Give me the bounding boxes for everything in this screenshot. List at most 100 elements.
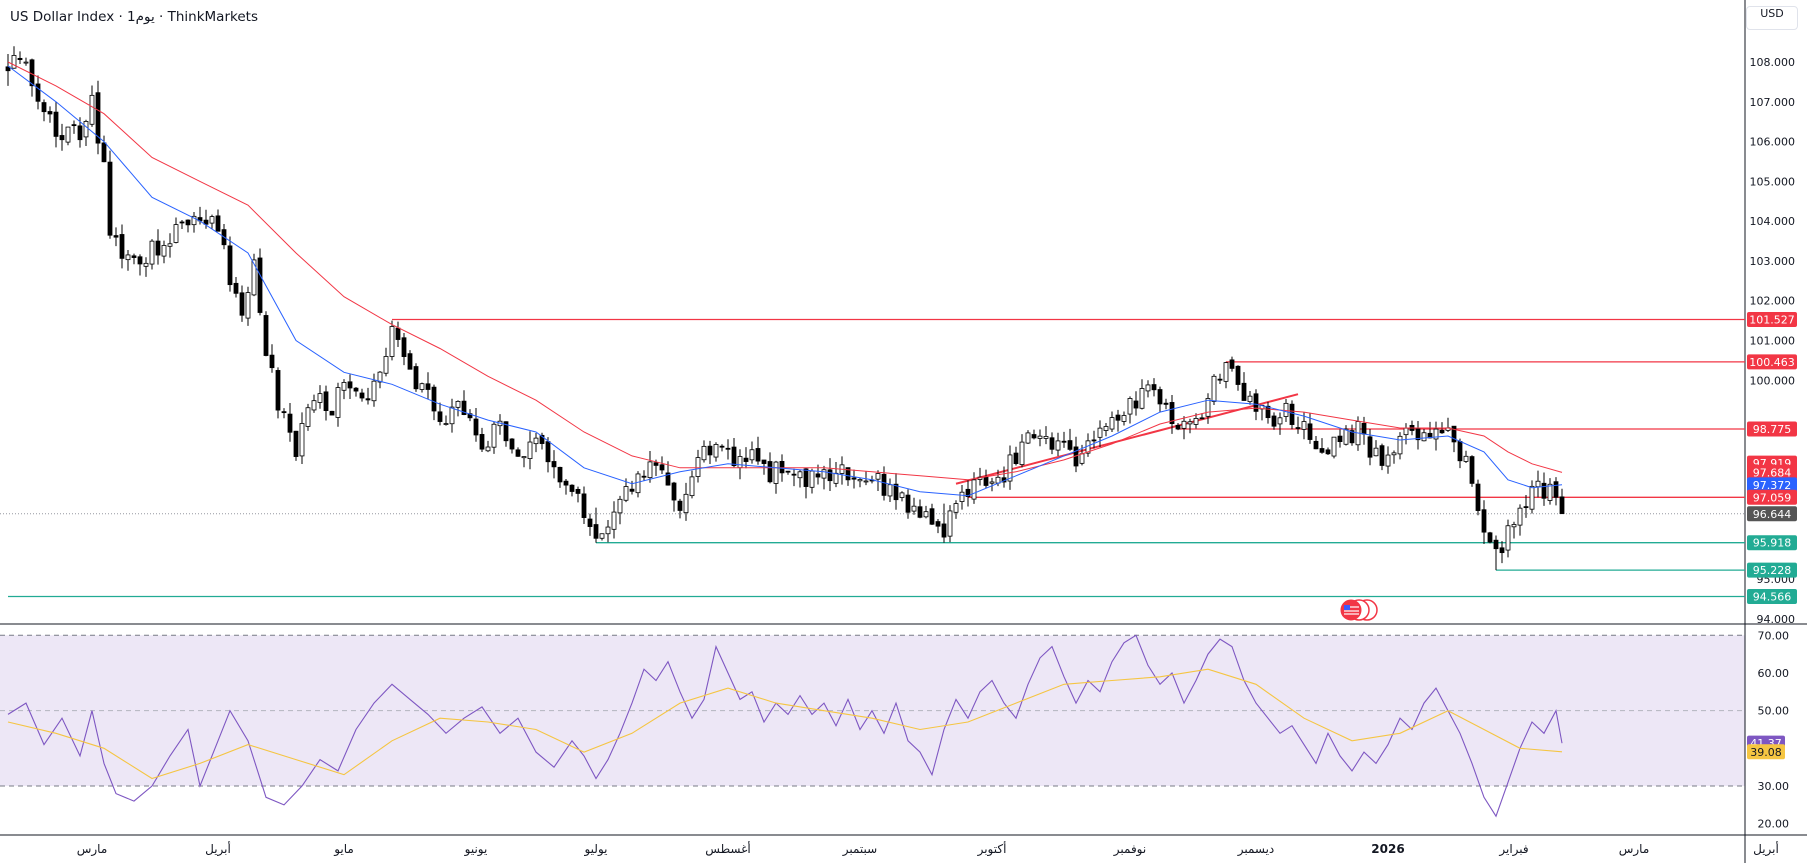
- event-flag-icon[interactable]: [1340, 599, 1378, 621]
- candle[interactable]: [113, 227, 119, 247]
- candle[interactable]: [281, 408, 287, 419]
- candle[interactable]: [1517, 504, 1523, 536]
- candle[interactable]: [659, 456, 665, 474]
- candle[interactable]: [5, 54, 11, 86]
- candle[interactable]: [575, 486, 581, 503]
- candle[interactable]: [1025, 430, 1031, 445]
- candle[interactable]: [611, 501, 617, 539]
- candle[interactable]: [275, 367, 281, 419]
- candle[interactable]: [461, 390, 467, 416]
- candle[interactable]: [503, 421, 509, 447]
- candle[interactable]: [155, 229, 161, 265]
- candle[interactable]: [71, 120, 77, 134]
- candle[interactable]: [35, 75, 41, 110]
- candle[interactable]: [1013, 446, 1019, 466]
- candle[interactable]: [83, 119, 89, 146]
- candle[interactable]: [899, 491, 905, 502]
- candle[interactable]: [1055, 432, 1061, 457]
- candle[interactable]: [989, 477, 995, 492]
- candle[interactable]: [1547, 478, 1553, 505]
- candle[interactable]: [125, 249, 131, 271]
- candle[interactable]: [23, 57, 29, 66]
- candle[interactable]: [671, 481, 677, 512]
- candle[interactable]: [1049, 432, 1055, 455]
- candle[interactable]: [1169, 395, 1175, 434]
- candle[interactable]: [1145, 380, 1151, 398]
- candle[interactable]: [167, 233, 173, 258]
- candle[interactable]: [185, 219, 191, 233]
- candle[interactable]: [95, 80, 101, 155]
- candle[interactable]: [1229, 356, 1235, 372]
- candle[interactable]: [929, 503, 935, 526]
- candle[interactable]: [1559, 488, 1565, 515]
- candle[interactable]: [389, 320, 395, 361]
- candle[interactable]: [749, 441, 755, 464]
- candle[interactable]: [1061, 431, 1067, 448]
- candle[interactable]: [881, 466, 887, 501]
- candle[interactable]: [755, 436, 761, 465]
- candle[interactable]: [917, 499, 923, 519]
- candle[interactable]: [1223, 361, 1229, 389]
- candle[interactable]: [569, 484, 575, 497]
- candle[interactable]: [539, 432, 545, 450]
- candle[interactable]: [527, 431, 533, 470]
- candle[interactable]: [635, 471, 641, 498]
- candle[interactable]: [599, 533, 605, 541]
- candle[interactable]: [1175, 422, 1181, 431]
- candle[interactable]: [341, 379, 347, 400]
- candle[interactable]: [317, 385, 323, 409]
- candle[interactable]: [413, 363, 419, 392]
- candle[interactable]: [359, 388, 365, 402]
- candle[interactable]: [143, 257, 149, 277]
- candle[interactable]: [875, 470, 881, 491]
- candle[interactable]: [1097, 420, 1103, 448]
- candle[interactable]: [707, 440, 713, 464]
- candle[interactable]: [1205, 393, 1211, 424]
- candle[interactable]: [1163, 398, 1169, 410]
- candle[interactable]: [65, 126, 71, 146]
- candle[interactable]: [545, 437, 551, 473]
- symbol-title[interactable]: US Dollar Index · 1يوم · ThinkMarkets: [8, 8, 260, 26]
- candle[interactable]: [827, 458, 833, 491]
- candle[interactable]: [1211, 374, 1217, 406]
- candle[interactable]: [1151, 378, 1157, 397]
- candle[interactable]: [533, 433, 539, 453]
- candle[interactable]: [1007, 445, 1013, 490]
- candle[interactable]: [701, 440, 707, 463]
- candle[interactable]: [1289, 400, 1295, 430]
- candle[interactable]: [1337, 429, 1343, 448]
- candle[interactable]: [797, 469, 803, 488]
- candle[interactable]: [1541, 472, 1547, 506]
- candle[interactable]: [1091, 430, 1097, 449]
- candle[interactable]: [137, 254, 143, 276]
- candle[interactable]: [647, 450, 653, 483]
- candle[interactable]: [443, 415, 449, 426]
- candle[interactable]: [857, 478, 863, 488]
- candle[interactable]: [233, 277, 239, 298]
- candle[interactable]: [491, 421, 497, 454]
- candle[interactable]: [209, 214, 215, 229]
- candle[interactable]: [287, 402, 293, 442]
- candle[interactable]: [1247, 391, 1253, 405]
- currency-button[interactable]: USD: [1746, 6, 1798, 30]
- candle[interactable]: [419, 382, 425, 393]
- candle[interactable]: [1529, 480, 1535, 514]
- candle[interactable]: [845, 467, 851, 486]
- candle[interactable]: [821, 465, 827, 490]
- candle[interactable]: [257, 248, 263, 316]
- candle[interactable]: [173, 217, 179, 244]
- candle[interactable]: [1505, 519, 1511, 558]
- candle[interactable]: [1115, 409, 1121, 432]
- candle[interactable]: [863, 471, 869, 486]
- candle[interactable]: [1385, 446, 1391, 474]
- candle[interactable]: [719, 444, 725, 452]
- candle[interactable]: [41, 99, 47, 122]
- candle[interactable]: [959, 485, 965, 510]
- candle[interactable]: [683, 482, 689, 521]
- candle[interactable]: [1391, 450, 1397, 464]
- candle[interactable]: [1379, 443, 1385, 471]
- candle[interactable]: [1397, 432, 1403, 460]
- candle[interactable]: [1325, 447, 1331, 455]
- candle[interactable]: [101, 135, 107, 163]
